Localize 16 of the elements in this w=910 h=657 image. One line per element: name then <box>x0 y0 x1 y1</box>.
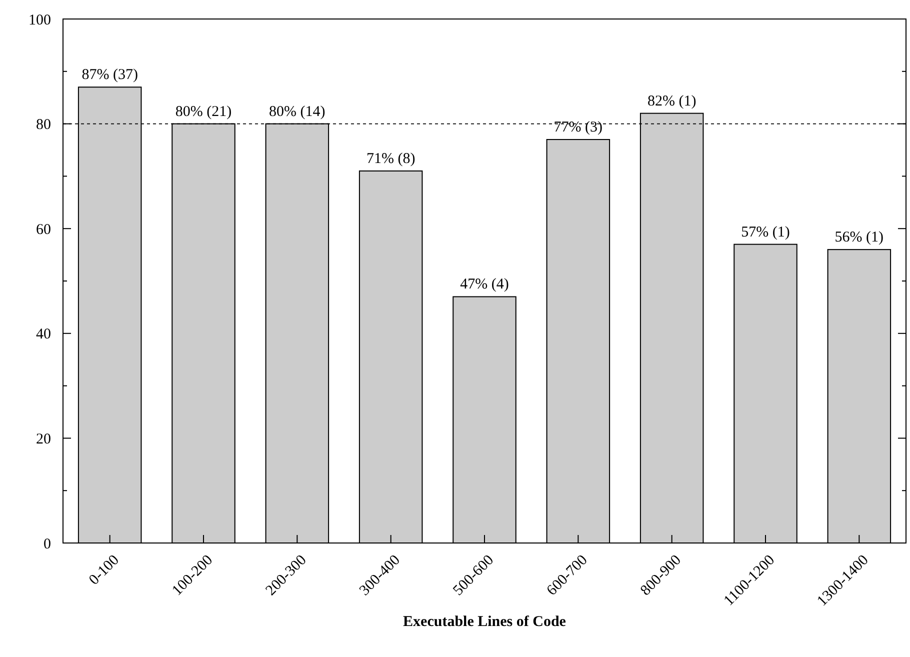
y-tick-label: 80 <box>36 117 51 134</box>
x-axis-title: Executable Lines of Code <box>403 614 566 630</box>
y-tick-label: 0 <box>44 536 51 552</box>
data-label: 87% (37) <box>82 67 138 84</box>
data-label: 77% (3) <box>554 120 603 136</box>
data-label: 57% (1) <box>741 224 790 240</box>
data-label: 47% (4) <box>460 276 509 293</box>
data-label: 82% (1) <box>647 93 696 110</box>
data-label: 80% (21) <box>175 104 232 120</box>
y-tick-label: 40 <box>36 326 51 343</box>
data-label: 71% (8) <box>366 150 416 167</box>
y-tick-label: 20 <box>36 431 51 448</box>
y-tick-label: 60 <box>36 222 51 238</box>
y-tick-label: 100 <box>28 12 51 28</box>
data-label: 80% (14) <box>269 104 326 120</box>
data-label: 56% (1) <box>834 230 884 246</box>
